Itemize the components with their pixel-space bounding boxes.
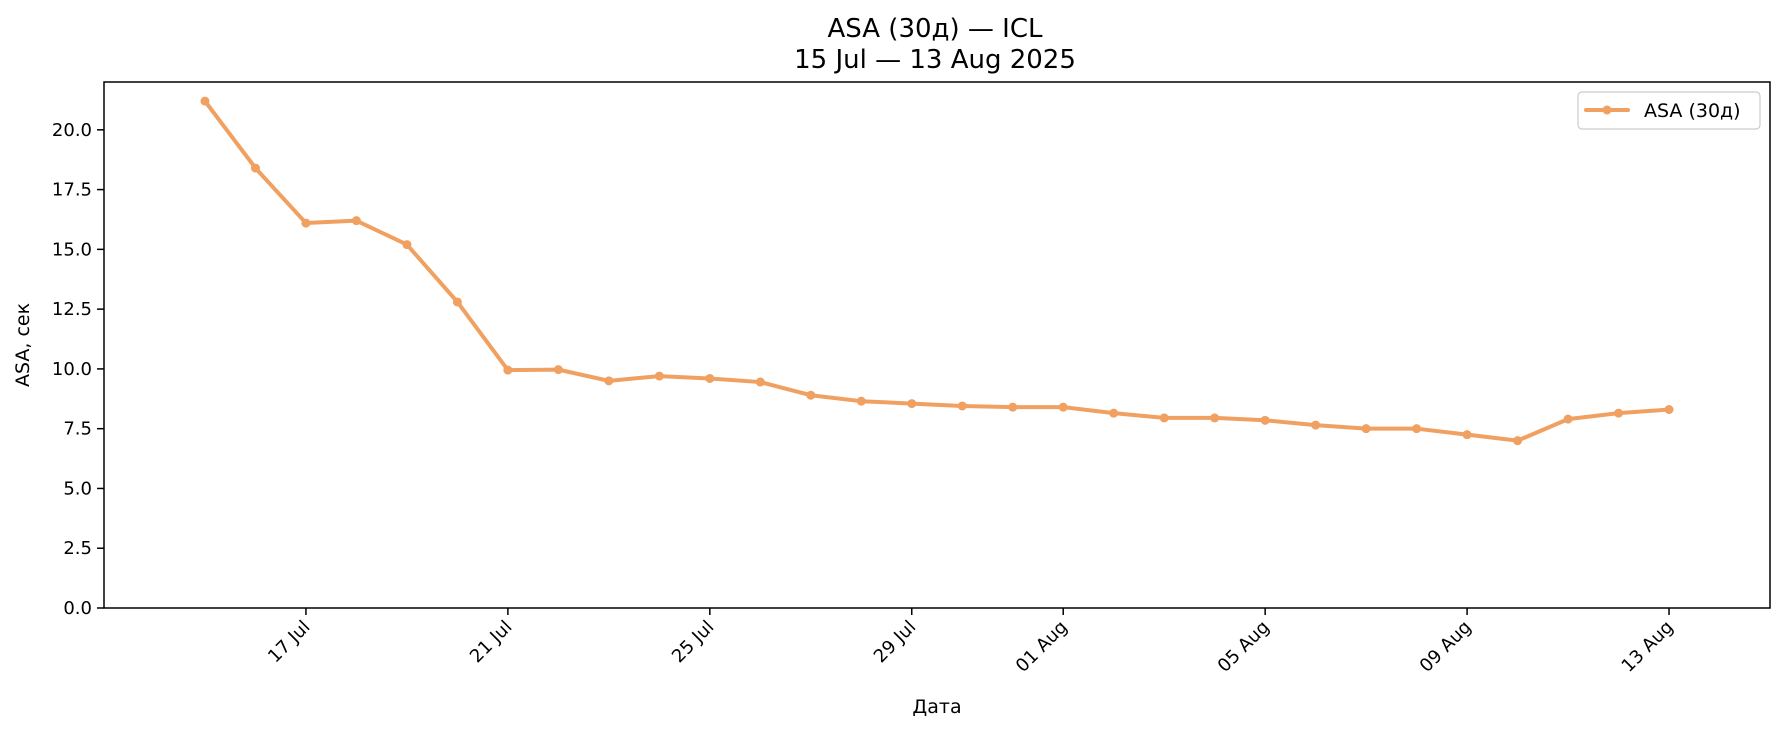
data-point: [1008, 402, 1018, 412]
data-point: [200, 96, 210, 106]
data-point: [755, 377, 765, 387]
data-point: [907, 399, 917, 409]
series-line: [202, 99, 1672, 443]
y-tick-label: 15.0: [52, 239, 92, 260]
legend-box: [1577, 91, 1761, 130]
x-tick-label: 21 Jul: [466, 617, 516, 667]
data-point: [806, 390, 816, 400]
y-tick-label: 0.0: [63, 598, 92, 619]
legend: ASA (30д): [1577, 91, 1761, 130]
data-point: [1462, 430, 1472, 440]
y-axis-label: ASA, сек: [12, 303, 34, 387]
plot-frame: [103, 81, 1771, 609]
data-point: [654, 371, 664, 381]
x-tick-label: 09 Aug: [1416, 617, 1476, 677]
y-axis: 0.0 2.5 5.0 7.5 10.0 12.5 15.0 17.5 20.0: [52, 120, 104, 619]
data-point: [503, 365, 513, 375]
y-tick-label: 12.5: [52, 299, 92, 320]
y-tick-label: 7.5: [63, 419, 92, 440]
data-point: [1361, 424, 1371, 434]
y-tick-label: 5.0: [63, 478, 92, 499]
data-point: [957, 401, 967, 411]
data-point: [452, 297, 462, 307]
data-point: [250, 163, 260, 173]
data-point: [1563, 414, 1573, 424]
y-tick-label: 20.0: [52, 120, 92, 141]
x-axis: 17 Jul 21 Jul 25 Jul 29 Jul 01 Aug 05 Aug 09 A…: [264, 608, 1678, 677]
data-point: [553, 365, 563, 375]
y-tick-label: 10.0: [52, 359, 92, 380]
data-point: [1614, 408, 1624, 418]
data-point: [1058, 402, 1068, 412]
x-tick-label: 05 Aug: [1214, 617, 1274, 677]
data-point: [1260, 415, 1270, 425]
data-point: [1210, 413, 1220, 423]
x-tick-label: 29 Jul: [870, 617, 920, 667]
x-axis-label: Дата: [912, 696, 961, 718]
x-tick-label: 25 Jul: [668, 617, 718, 667]
data-point: [351, 216, 361, 226]
legend-label: ASA (30д): [1644, 100, 1741, 122]
x-tick-label: 13 Aug: [1618, 617, 1678, 677]
legend-swatch-marker: [1602, 105, 1612, 115]
data-point: [1109, 408, 1119, 418]
series-points: [200, 96, 1674, 446]
data-point: [402, 240, 412, 250]
x-tick-label: 01 Aug: [1012, 617, 1072, 677]
data-point: [705, 373, 715, 383]
data-point: [301, 218, 311, 228]
data-point: [604, 376, 614, 386]
y-tick-label: 2.5: [63, 538, 92, 559]
chart-title: ASA (30д) — ICL: [827, 14, 1043, 44]
data-point: [1159, 413, 1169, 423]
data-point: [1513, 436, 1523, 446]
x-tick-label: 17 Jul: [264, 617, 314, 667]
data-point: [1412, 424, 1422, 434]
data-point: [1664, 405, 1674, 415]
chart-subtitle: 15 Jul — 13 Aug 2025: [794, 45, 1076, 75]
data-point: [856, 396, 866, 406]
y-tick-label: 17.5: [52, 180, 92, 201]
data-point: [1311, 420, 1321, 430]
